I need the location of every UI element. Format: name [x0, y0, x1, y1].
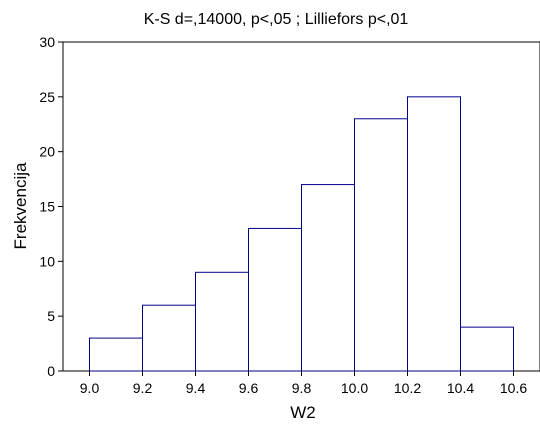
- bars-group: [89, 96, 514, 372]
- y-tick-label: 0: [47, 363, 55, 379]
- y-tick-label: 15: [39, 199, 55, 215]
- x-tick-label: 9.6: [239, 380, 259, 396]
- y-tick-label: 20: [39, 144, 55, 160]
- histogram-bar: [195, 271, 249, 372]
- y-tick-label: 30: [39, 34, 55, 50]
- y-axis: 0 5 10 15 20 25 30: [39, 34, 63, 379]
- x-axis: 9.0 9.2 9.4 9.6 9.8 10.0 10.2 10.4 10.6: [80, 371, 527, 396]
- histogram-bar: [248, 227, 302, 372]
- y-tick-label: 10: [39, 253, 55, 269]
- x-tick-label: 10.2: [394, 380, 421, 396]
- x-tick-label: 9.0: [80, 380, 100, 396]
- x-tick-label: 9.4: [186, 380, 206, 396]
- x-tick-label: 9.2: [133, 380, 153, 396]
- histogram-bar: [460, 326, 514, 372]
- histogram-bar: [142, 304, 196, 372]
- x-tick-label: 10.6: [500, 380, 527, 396]
- histogram-bar: [407, 96, 461, 372]
- x-tick-label: 9.8: [292, 380, 312, 396]
- chart-title: K-S d=,14000, p<,05 ; Lilliefors p<,01: [144, 11, 409, 28]
- y-axis-label: Frekvencija: [11, 162, 30, 249]
- histogram-bar: [301, 184, 355, 372]
- x-axis-label: W2: [290, 403, 316, 422]
- x-tick-label: 10.0: [341, 380, 368, 396]
- histogram-bar: [354, 118, 408, 372]
- histogram-bar: [89, 337, 143, 372]
- y-tick-label: 25: [39, 89, 55, 105]
- x-tick-label: 10.4: [447, 380, 474, 396]
- y-tick-label: 5: [47, 308, 55, 324]
